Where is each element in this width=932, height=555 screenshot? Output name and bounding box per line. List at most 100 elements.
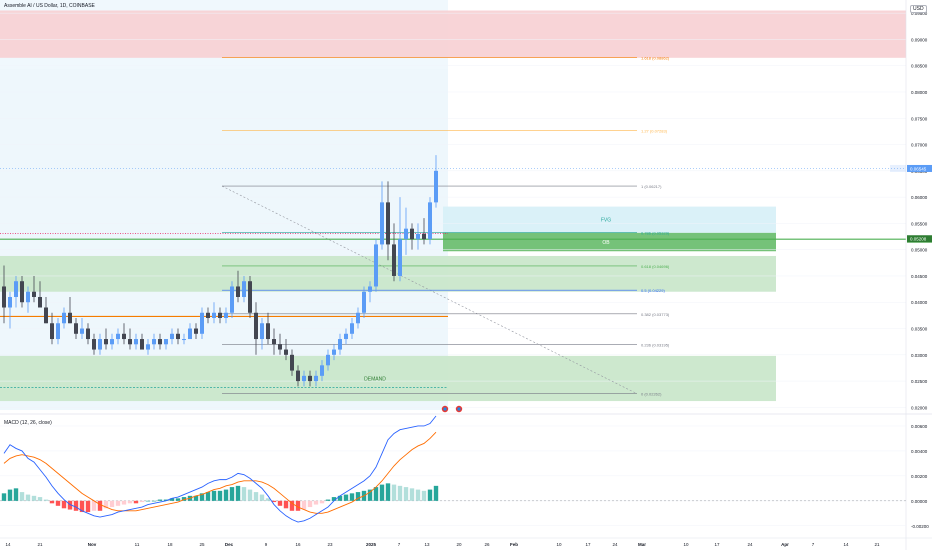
candle-body — [308, 375, 312, 382]
price-axis-label: 0.08500 — [911, 64, 928, 69]
macd-histogram-bar — [331, 497, 337, 501]
candle-body — [32, 291, 36, 297]
candle-body — [194, 328, 198, 334]
time-axis-label: 21 — [874, 542, 880, 547]
price-axis-label: 0.04000 — [911, 300, 928, 305]
macd-histogram-bar — [157, 499, 163, 501]
macd-histogram-bar — [145, 500, 151, 502]
macd-histogram-bar — [61, 500, 67, 509]
candle-body — [266, 323, 270, 340]
candle-body — [110, 339, 114, 345]
chart-title: Assemble AI / US Dollar, 1D, COINBASE — [4, 3, 95, 9]
macd-histogram-bar — [319, 500, 325, 504]
time-axis-label: 17 — [585, 542, 591, 547]
macd-histogram-bar — [151, 500, 157, 502]
candle-body — [2, 286, 6, 308]
macd-histogram-bar — [19, 492, 25, 501]
zone-fvg — [443, 206, 776, 233]
candle-body — [392, 244, 396, 276]
time-axis-label: 13 — [424, 542, 430, 547]
macd-histogram-bar — [79, 500, 85, 513]
macd-histogram-bar — [205, 492, 211, 501]
macd-histogram-bar — [97, 500, 103, 511]
candle-body — [86, 328, 90, 340]
candle-body — [236, 286, 240, 297]
price-tag-label: 0.05208 — [910, 237, 927, 242]
time-axis-label: 11 — [135, 542, 140, 547]
candle-body — [404, 228, 408, 240]
macd-histogram-bar — [355, 492, 361, 501]
candle-body — [260, 323, 264, 340]
candle-body — [164, 339, 168, 345]
time-axis-label: 24 — [612, 542, 618, 547]
candle-body — [8, 296, 12, 308]
candle-body — [206, 312, 210, 319]
candle-body — [218, 312, 222, 319]
candle-body — [290, 354, 294, 371]
macd-histogram-bar — [163, 499, 169, 501]
macd-histogram-bar — [121, 500, 127, 505]
macd-histogram-bar — [283, 500, 289, 509]
macd-histogram-bar — [85, 500, 91, 513]
macd-histogram-bar — [367, 489, 373, 501]
time-axis-label: Mar — [638, 542, 646, 547]
time-axis-label: 18 — [167, 542, 173, 547]
candle-body — [200, 312, 204, 334]
macd-histogram-bar — [37, 497, 43, 501]
symbol-tag — [890, 164, 906, 172]
macd-histogram-bar — [109, 500, 115, 508]
zone-ob — [443, 232, 776, 252]
macd-axis-label: 0.00600 — [911, 424, 928, 429]
candle-body — [56, 323, 60, 340]
time-axis-label: 20 — [456, 542, 462, 547]
event-flag-icon-inner — [443, 407, 447, 411]
signal-line — [3, 431, 437, 514]
candle-body — [380, 202, 384, 245]
macd-histogram-bar — [391, 484, 397, 501]
macd-axis-label: 0.00000 — [911, 499, 928, 504]
price-axis-label: 0.05500 — [911, 221, 928, 226]
candle-body — [374, 244, 378, 287]
macd-histogram-bar — [259, 494, 265, 501]
time-axis-label: 7 — [812, 542, 815, 547]
fib-level-label: 0 (0.02262) — [641, 392, 662, 397]
macd-histogram-bar — [115, 500, 121, 506]
zone-label-ob: OB — [602, 240, 610, 246]
candle-body — [146, 344, 150, 350]
candle-body — [170, 333, 174, 340]
candle-body — [50, 323, 54, 340]
time-axis-label: 23 — [327, 542, 333, 547]
candle-body — [386, 202, 390, 245]
candle-body — [140, 339, 144, 350]
macd-histogram-bar — [301, 500, 307, 510]
candle-body — [128, 339, 132, 345]
currency-button[interactable]: USD — [910, 5, 927, 13]
macd-histogram-bar — [49, 500, 55, 504]
candle-body — [122, 333, 126, 340]
candle-body — [92, 339, 96, 350]
candle-body — [338, 339, 342, 350]
time-axis-label: Dec — [225, 542, 234, 547]
time-axis-label: 24 — [747, 542, 753, 547]
time-axis-label: 26 — [484, 542, 490, 547]
candle-body — [278, 344, 282, 350]
macd-histogram-bar — [169, 498, 175, 501]
macd-histogram-bar — [73, 500, 79, 511]
candle-body — [332, 349, 336, 355]
price-tag-label: 0.06545 — [910, 166, 927, 171]
fib-level-label: 0.236 (0.03195) — [641, 342, 670, 347]
price-axis-label: 0.03000 — [911, 353, 928, 358]
macd-histogram-bar — [265, 498, 271, 501]
time-axis-label: 10 — [556, 542, 562, 547]
macd-histogram-bar — [235, 485, 241, 501]
time-axis-label: 2025 — [366, 542, 377, 547]
time-axis-label: 17 — [714, 542, 720, 547]
macd-histogram-bar — [295, 500, 301, 511]
candle-body — [116, 333, 120, 340]
time-axis-label: 7 — [398, 542, 401, 547]
candle-body — [434, 170, 438, 203]
macd-histogram-bar — [199, 493, 205, 501]
fib-level-label: 0.5 (0.04229) — [641, 288, 665, 293]
